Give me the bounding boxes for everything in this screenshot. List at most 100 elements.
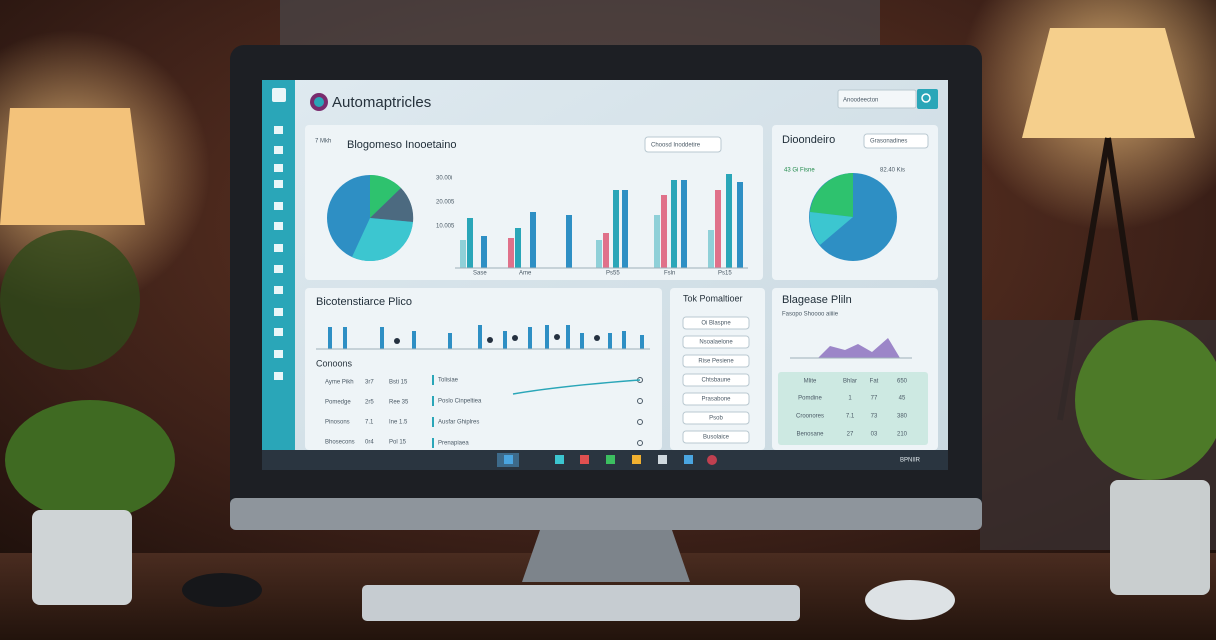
panel	[305, 125, 763, 280]
table-cell: 03	[871, 432, 878, 438]
logo	[314, 97, 324, 107]
task-button[interactable]	[682, 411, 750, 425]
table: Mlite Bhlar Fat 650 Pomdine 1 77 45 Croonores 7.1…	[796, 379, 908, 438]
sparkline	[512, 379, 641, 395]
lamp-shade	[0, 108, 145, 225]
task-label: Oi Blaspne	[701, 321, 731, 327]
table-cell: 3r7	[365, 380, 374, 386]
table-header: Bhlar	[843, 379, 857, 385]
row-marker	[432, 417, 434, 427]
bar-group	[460, 174, 743, 268]
monitor-stand	[522, 530, 690, 582]
task-label: Rise Pesiene	[698, 359, 734, 365]
bar-label: Sase	[473, 271, 487, 277]
summary-table-bg	[778, 372, 928, 445]
row-dot	[637, 398, 643, 404]
plant-left	[0, 230, 175, 605]
table-cell: Pinosons	[325, 420, 350, 426]
table-cell: Ayme Pikh	[325, 380, 354, 386]
search-box[interactable]	[837, 89, 917, 109]
task-button[interactable]	[682, 373, 750, 387]
task-list: Oi Blaspne Nsoalaelone Rise Pesiene Chtsbau…	[682, 316, 750, 444]
table-cell: Ree 35	[389, 400, 409, 406]
row-marker	[432, 396, 434, 406]
search-icon	[921, 93, 931, 103]
task-label: Nsoalaelone	[699, 340, 733, 346]
bar-label: Fsln	[664, 271, 675, 277]
table-cell: 0r4	[365, 440, 374, 446]
panel-kicker: 7 Mkh	[315, 139, 331, 145]
table-cell: Pomdine	[798, 396, 822, 402]
row-marker	[432, 375, 434, 385]
stat-label: 82.40 Kis	[880, 168, 905, 174]
table: Ayme Pikh 3r7 Bsti 15 Pomedge 2r5 Ree 35 Pinos…	[325, 375, 643, 448]
table-cell: Ine 1.5	[389, 420, 408, 426]
panel-title: Blagease Pliln	[782, 294, 852, 306]
table-cell: Bsti 15	[389, 380, 408, 386]
table-cell: Pomedge	[325, 400, 351, 406]
section-title: Conoons	[316, 358, 353, 368]
wall-art	[280, 0, 880, 45]
panel	[305, 288, 662, 450]
panel	[670, 288, 765, 450]
speaker	[182, 573, 262, 607]
filter-label: Grasonadines	[870, 139, 907, 145]
axis-label: 30.00i	[436, 176, 452, 182]
axis-label: 20.005	[436, 200, 455, 206]
filter-button[interactable]	[644, 136, 722, 153]
sidebar-icons	[272, 88, 286, 380]
table-cell: 2r5	[365, 400, 374, 406]
table-cell: Prenapiaea	[438, 441, 469, 447]
table-header: 650	[897, 379, 908, 385]
app-title: Automaptricles	[332, 94, 431, 111]
bar-label: Ame	[519, 271, 532, 277]
row-dot	[637, 419, 643, 425]
stat-label: 43 Gi Fisne	[784, 168, 815, 174]
table-cell: Benosane	[796, 432, 824, 438]
panel-caption: Fasopo Shoooo aiiiie	[782, 312, 839, 318]
lamp-shade	[1022, 28, 1195, 138]
bar-label: Ps15	[718, 271, 732, 277]
task-button[interactable]	[682, 335, 750, 349]
filter-label: Choosd Inoddetire	[651, 143, 701, 149]
task-label: Chtsbaune	[701, 378, 731, 384]
table-cell: Poslo Cinpeltiea	[438, 399, 482, 405]
table-header: Mlite	[804, 379, 817, 385]
bar-label: Ps55	[606, 271, 620, 277]
table-cell: 77	[871, 396, 878, 402]
table-header: Fat	[870, 379, 879, 385]
filter-button[interactable]	[863, 133, 929, 149]
task-button[interactable]	[682, 392, 750, 406]
table-cell: Ausfar Ghiplres	[438, 420, 479, 426]
panel-title: Tok Pomaltioer	[683, 293, 743, 303]
table-cell: Pol 15	[389, 440, 407, 446]
strip-chart	[328, 325, 644, 349]
mouse	[865, 580, 955, 620]
monitor-chin	[230, 498, 982, 530]
search-button[interactable]	[917, 89, 938, 109]
task-button[interactable]	[682, 430, 750, 444]
row-dot	[637, 440, 643, 446]
table-cell: Croonores	[796, 414, 824, 420]
task-button[interactable]	[682, 354, 750, 368]
row-marker	[432, 438, 434, 448]
table-cell: 210	[897, 432, 908, 438]
panel-title: Blogomeso Inooetaino	[347, 139, 456, 151]
keyboard	[362, 585, 800, 621]
panel-title: Dioondeiro	[782, 134, 835, 146]
task-label: Psob	[709, 416, 723, 422]
taskbar-icons[interactable]	[497, 453, 717, 467]
task-label: Prasabone	[701, 397, 731, 403]
axis-label: 10.005	[436, 224, 455, 230]
plant-right	[1075, 320, 1216, 595]
table-cell: 7.1	[846, 414, 855, 420]
panel-title: Bicotenstiarce Plico	[316, 296, 412, 308]
table-cell: 45	[899, 396, 906, 402]
search-placeholder: Anoodeecton	[843, 98, 878, 104]
task-label: Busolaice	[703, 435, 730, 441]
pie-chart	[327, 174, 414, 262]
table-cell: 380	[897, 414, 908, 420]
task-button[interactable]	[682, 316, 750, 330]
table-cell: 1	[848, 396, 852, 402]
